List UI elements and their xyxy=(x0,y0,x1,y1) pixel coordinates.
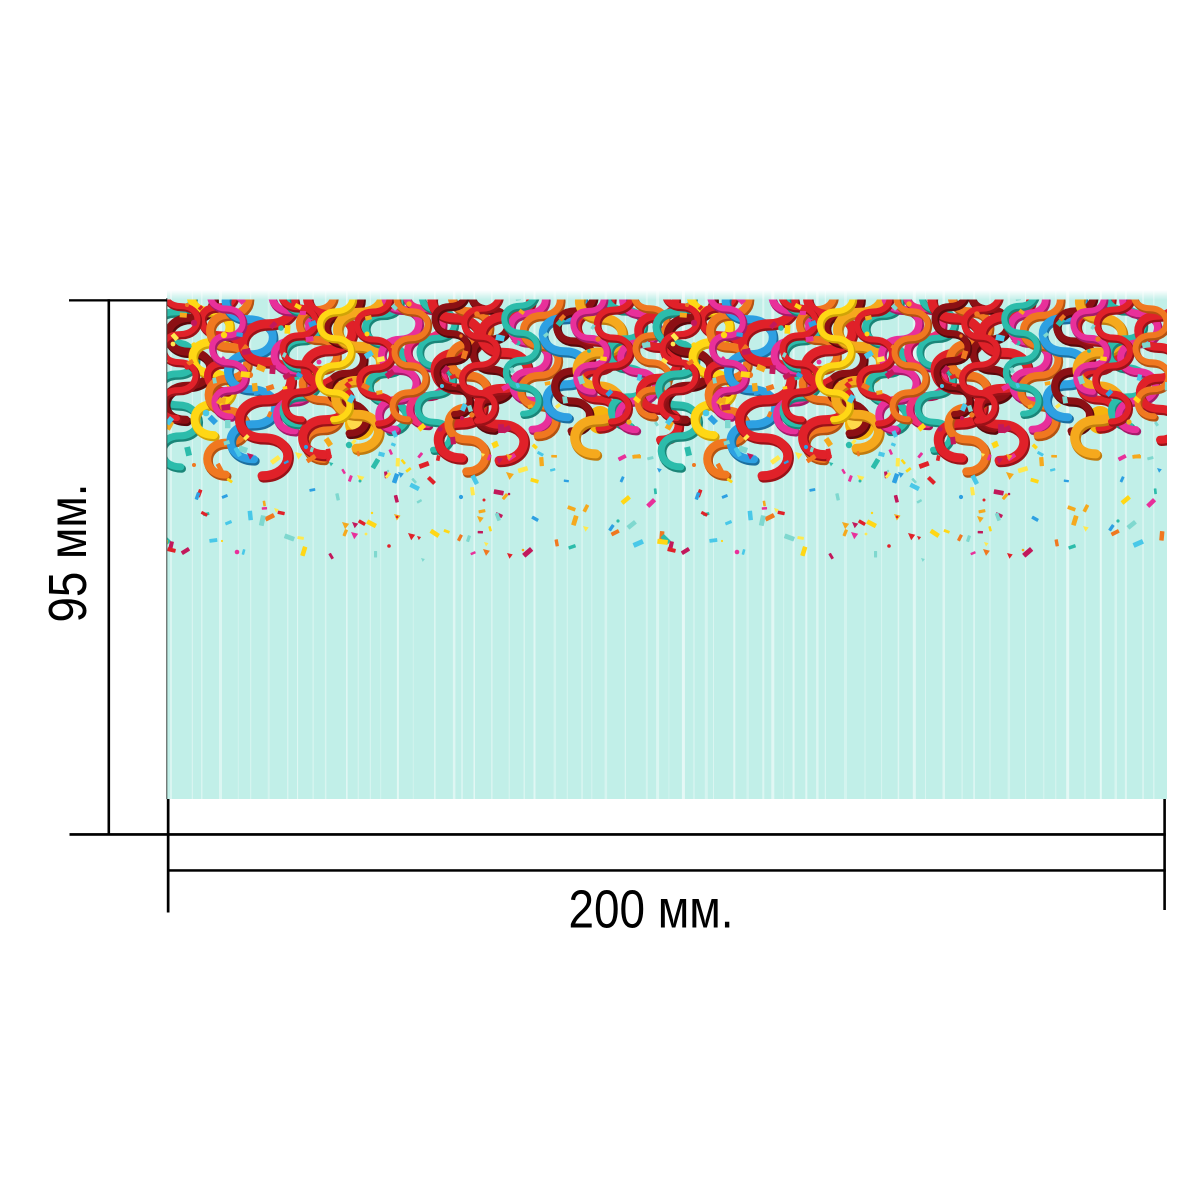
svg-text:200 мм.: 200 мм. xyxy=(569,880,734,940)
svg-text:95 мм.: 95 мм. xyxy=(38,484,98,623)
